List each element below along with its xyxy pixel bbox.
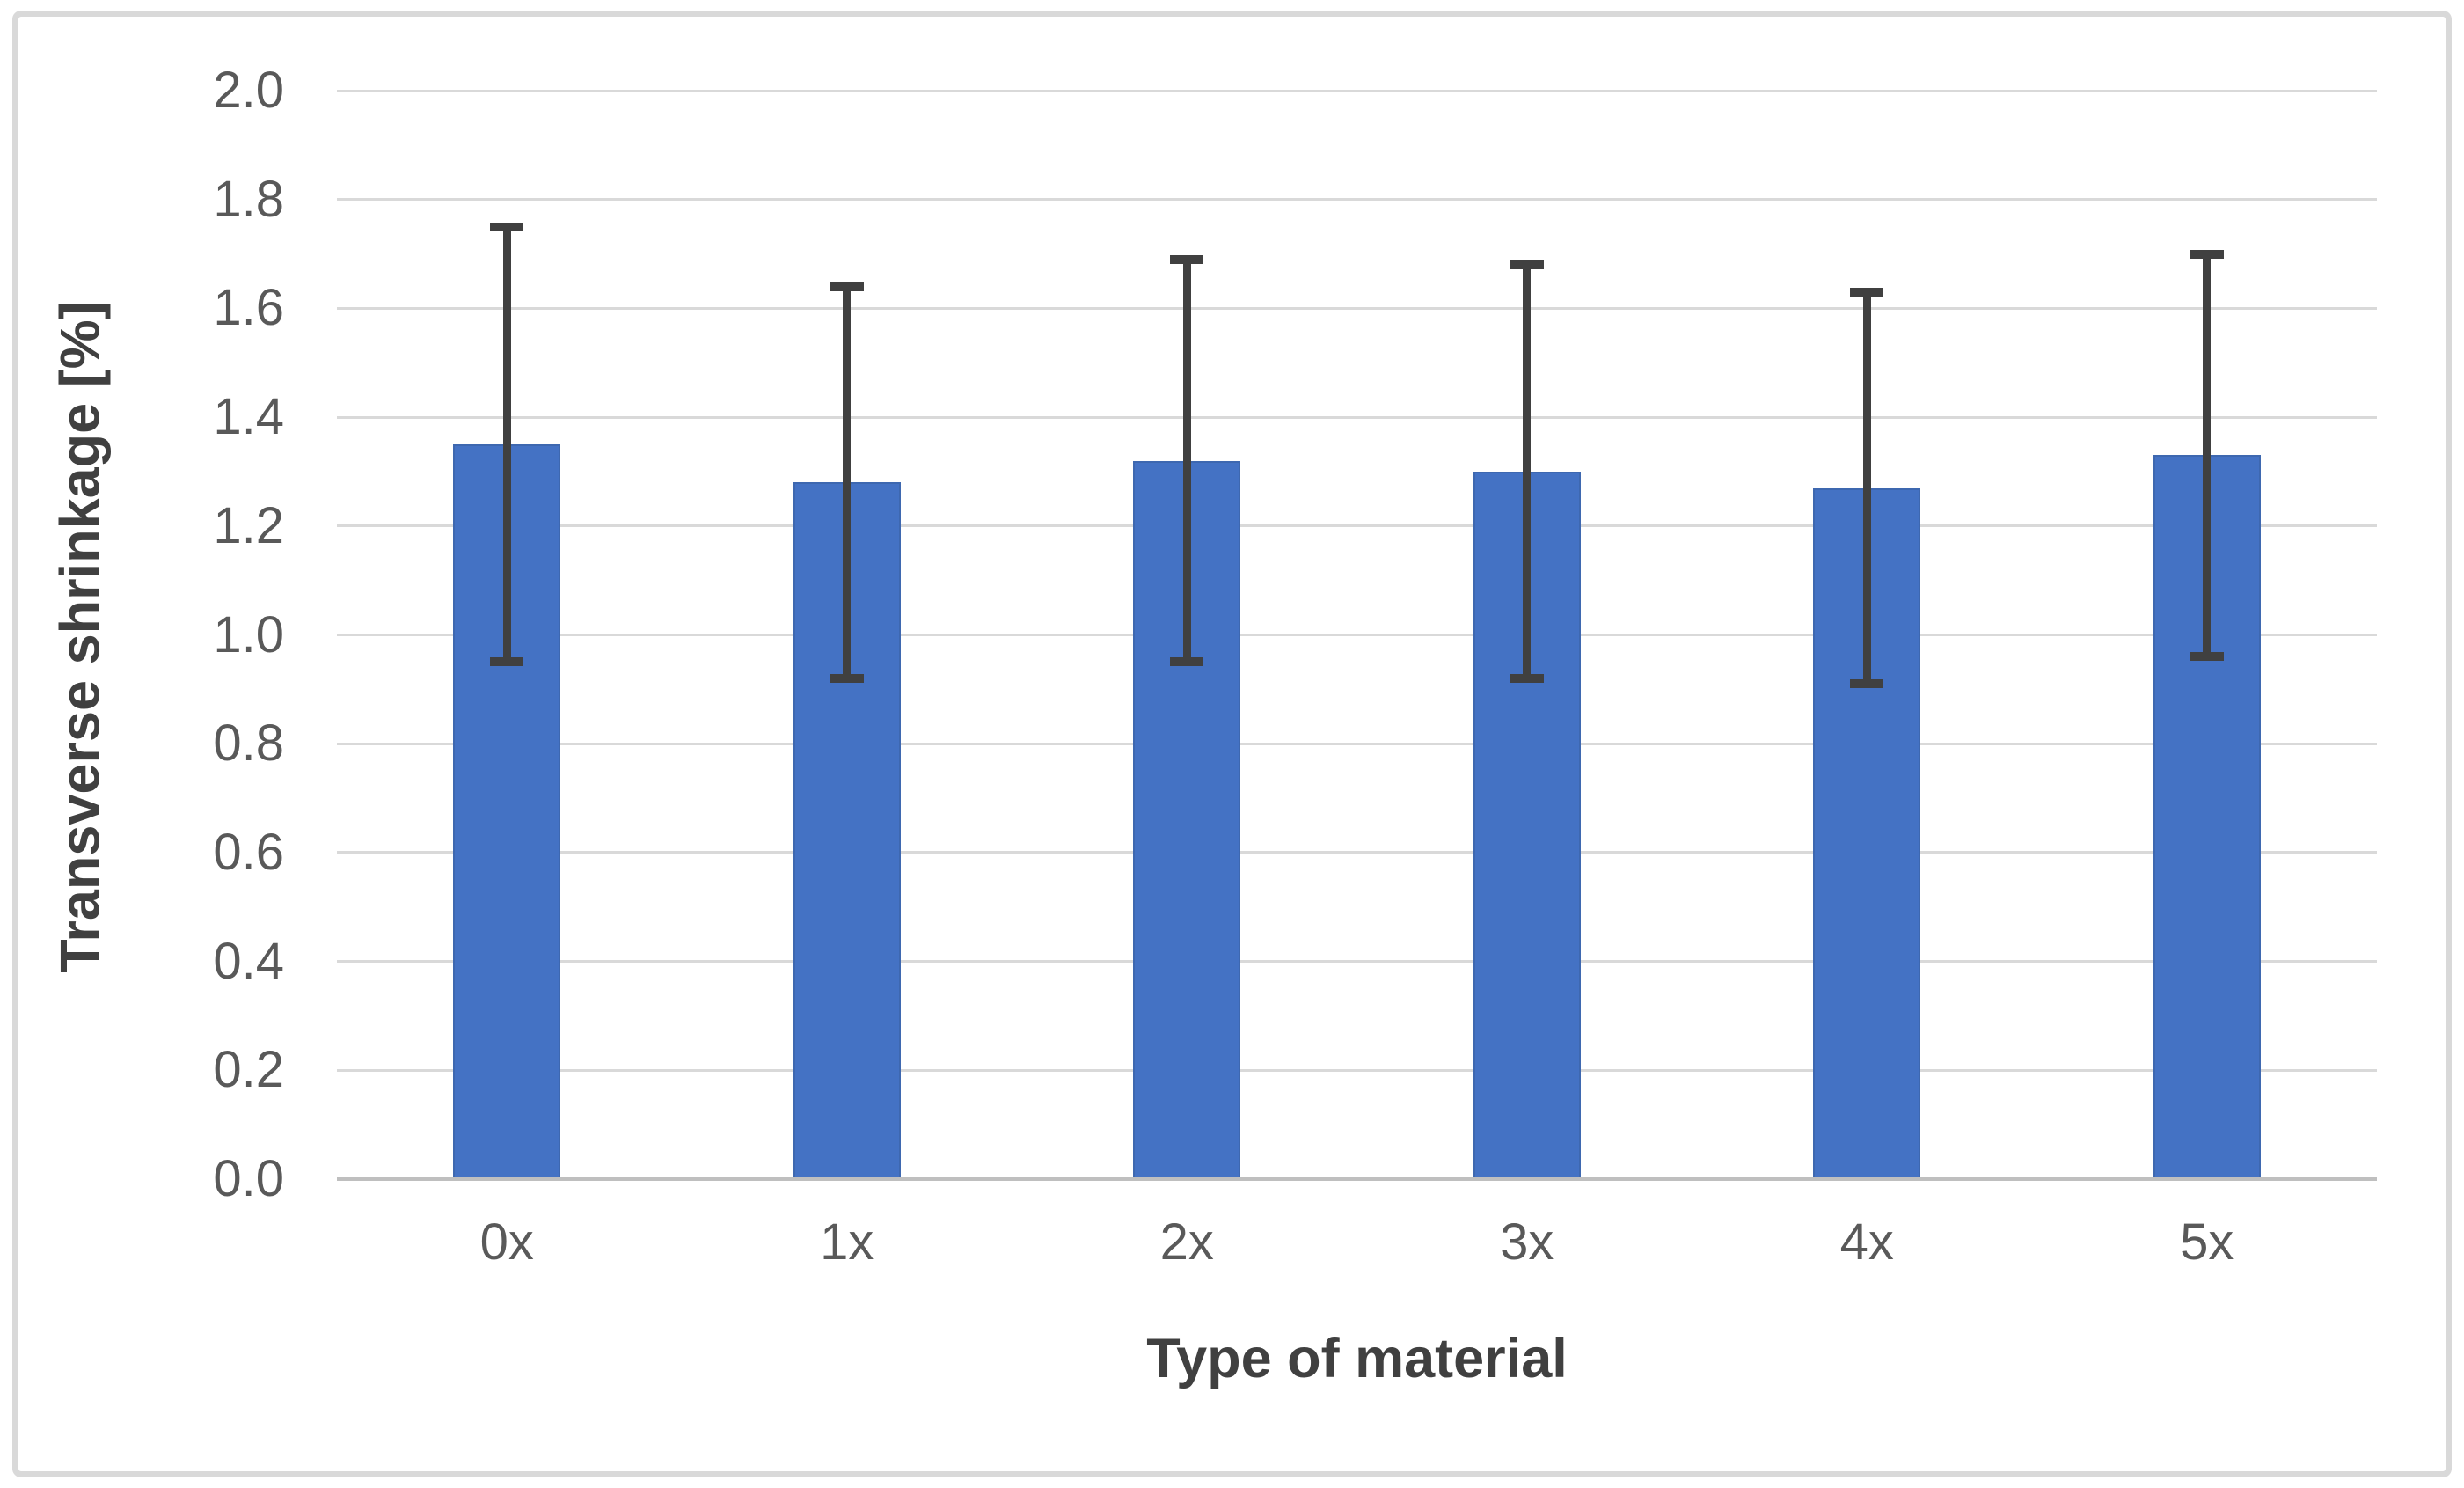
error-cap-upper-5x bbox=[2190, 249, 2224, 259]
gridline bbox=[337, 742, 2377, 745]
y-tick-label: 0.8 bbox=[213, 715, 284, 773]
error-cap-lower-1x bbox=[830, 673, 864, 683]
error-bar-3x bbox=[1523, 264, 1532, 678]
error-cap-lower-2x bbox=[1170, 657, 1204, 667]
error-bar-1x bbox=[843, 286, 852, 678]
error-cap-upper-4x bbox=[1850, 287, 1884, 297]
y-axis-title: Transverse shrinkage [%] bbox=[49, 301, 112, 973]
y-tick-label: 0.4 bbox=[213, 932, 284, 990]
error-bar-0x bbox=[502, 226, 511, 663]
error-bar-5x bbox=[2203, 253, 2212, 657]
gridline bbox=[337, 1068, 2377, 1072]
bar-3x bbox=[1473, 471, 1581, 1179]
y-tick-label: 1.4 bbox=[213, 388, 284, 446]
x-tick-label: 5x bbox=[2180, 1213, 2234, 1271]
error-cap-upper-2x bbox=[1170, 254, 1204, 264]
error-cap-lower-0x bbox=[490, 657, 524, 667]
x-tick-label: 0x bbox=[479, 1213, 534, 1271]
gridline bbox=[337, 960, 2377, 964]
error-cap-lower-4x bbox=[1850, 679, 1884, 689]
error-bar-4x bbox=[1862, 291, 1871, 685]
x-tick-label: 4x bbox=[1839, 1213, 1894, 1271]
gridline bbox=[337, 198, 2377, 202]
y-tick-label: 0.6 bbox=[213, 823, 284, 881]
plot-area bbox=[337, 89, 2377, 1181]
x-tick-label: 2x bbox=[1159, 1213, 1214, 1271]
y-tick-label: 1.8 bbox=[213, 170, 284, 228]
gridline bbox=[337, 306, 2377, 310]
error-cap-upper-3x bbox=[1510, 260, 1544, 269]
x-axis-line bbox=[337, 1177, 2377, 1181]
x-tick-label: 1x bbox=[820, 1213, 874, 1271]
y-tick-label: 0.2 bbox=[213, 1041, 284, 1099]
error-bar-2x bbox=[1182, 259, 1191, 663]
x-axis-title: Type of material bbox=[1146, 1328, 1568, 1389]
y-tick-label: 0.0 bbox=[213, 1150, 284, 1207]
error-cap-upper-1x bbox=[830, 282, 864, 291]
y-tick-label: 1.2 bbox=[213, 496, 284, 554]
error-cap-lower-3x bbox=[1510, 673, 1544, 683]
bar-2x bbox=[1133, 460, 1241, 1179]
gridline bbox=[337, 524, 2377, 528]
gridline bbox=[337, 89, 2377, 92]
x-tick-label: 3x bbox=[1500, 1213, 1554, 1271]
y-tick-label: 1.0 bbox=[213, 605, 284, 663]
gridline bbox=[337, 851, 2377, 854]
y-tick-label: 1.6 bbox=[213, 279, 284, 337]
error-cap-lower-5x bbox=[2190, 652, 2224, 662]
y-tick-label: 2.0 bbox=[213, 62, 284, 119]
gridline bbox=[337, 634, 2377, 636]
gridline bbox=[337, 415, 2377, 419]
error-cap-upper-0x bbox=[490, 222, 524, 231]
